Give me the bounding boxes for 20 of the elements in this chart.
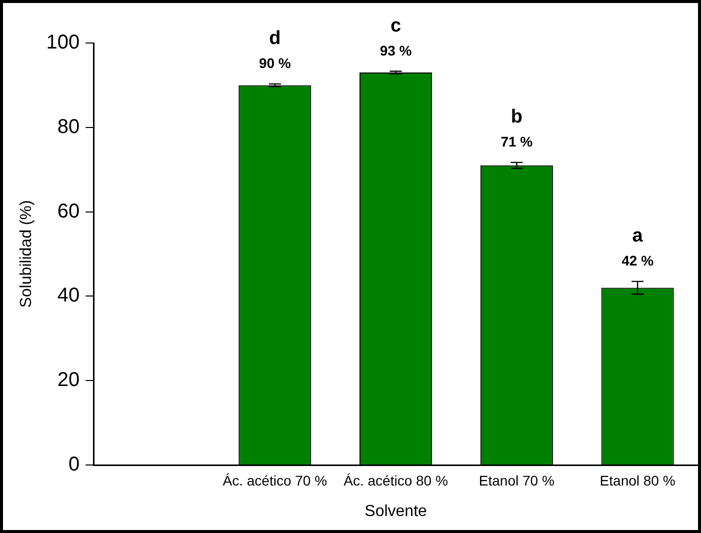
x-axis-title: Solvente — [364, 502, 428, 520]
x-tick-label: Etanol 70 % — [478, 472, 554, 488]
y-tick-label: 60 — [57, 200, 80, 222]
annotation: a — [632, 225, 644, 246]
x-tick-label: Ác. acético 80 % — [344, 472, 448, 488]
y-tick-label: 40 — [57, 284, 80, 307]
data-label: 93 % — [380, 42, 412, 58]
y-axis-title: Solubilidad (%) — [18, 200, 36, 308]
text: c — [390, 15, 402, 36]
annotation: d — [269, 28, 281, 49]
data-label: 90 % — [258, 54, 292, 71]
data-label: 42 % — [622, 252, 654, 268]
y-tick-label: 0 — [68, 454, 80, 476]
data-label: 71 % — [500, 133, 534, 150]
annotation: b — [510, 106, 522, 128]
x-tick-label: Ác. acético 70 % — [222, 472, 328, 488]
y-tick-label: 20 — [57, 369, 80, 392]
x-tick-label: Etanol 80 % — [600, 472, 676, 488]
y-tick-label: 100 — [46, 32, 80, 54]
y-tick-label: 80 — [57, 116, 80, 138]
